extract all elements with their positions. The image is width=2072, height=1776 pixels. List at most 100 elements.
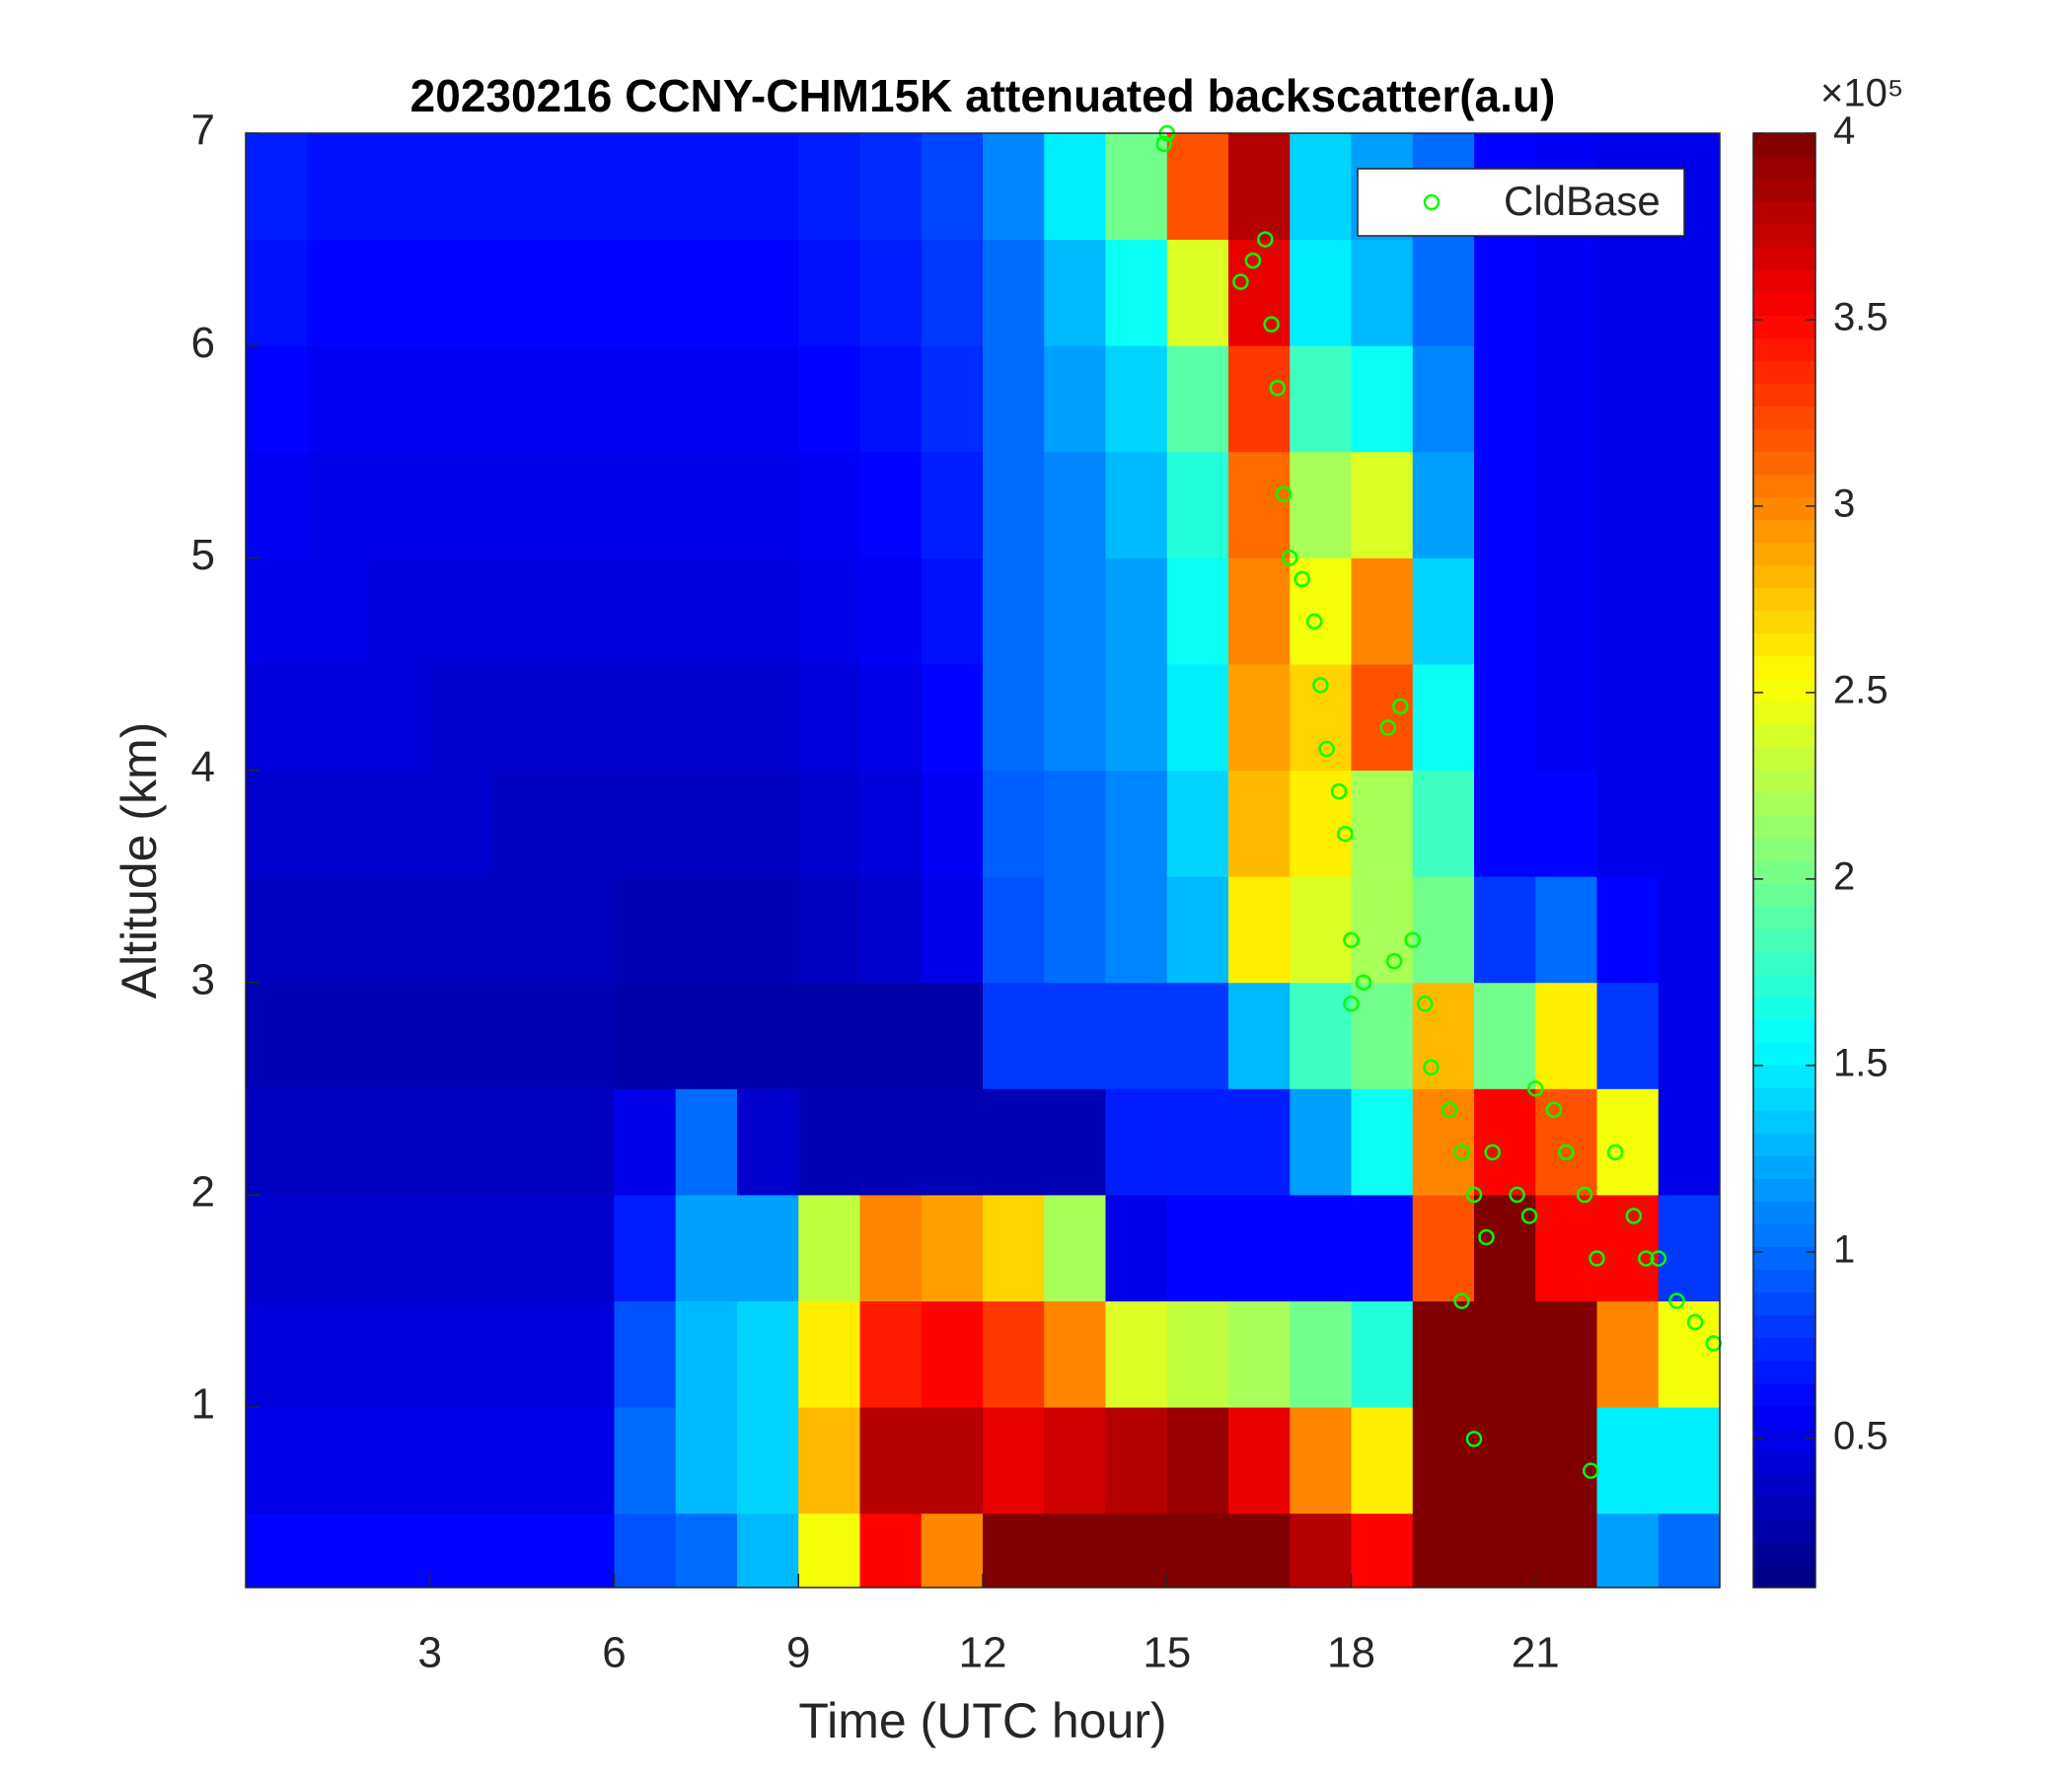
legend-marker <box>1423 193 1441 211</box>
heatmap-cell <box>491 663 554 772</box>
heatmap-cell <box>307 1407 369 1515</box>
cloud-base-point <box>1318 740 1335 758</box>
heatmap-cell <box>921 345 984 453</box>
colorbar-step <box>1753 974 1815 998</box>
heatmap-cell <box>798 345 860 453</box>
heatmap-cell <box>614 133 677 241</box>
heatmap-cell <box>307 663 369 772</box>
heatmap-cell <box>737 876 799 984</box>
heatmap-cell <box>1412 1513 1475 1589</box>
heatmap-cell <box>675 876 738 984</box>
colorbar-step <box>1753 269 1815 293</box>
heatmap-cell <box>737 451 799 558</box>
heatmap-cell <box>614 876 677 984</box>
heatmap-cell <box>921 451 984 558</box>
heatmap-cell <box>1535 770 1597 877</box>
heatmap-cell <box>1412 876 1475 984</box>
heatmap-cell <box>1166 239 1229 346</box>
colorbar-step <box>1753 247 1815 270</box>
heatmap-cell <box>368 663 431 772</box>
heatmap-cell <box>307 133 369 241</box>
colorbar-step <box>1753 1201 1815 1224</box>
heatmap-cell <box>1658 982 1721 1089</box>
colorbar-step <box>1753 451 1815 475</box>
heatmap-cell <box>737 239 799 346</box>
colorbar-exponent: ×10⁵ <box>1820 72 1903 115</box>
heatmap-cell <box>368 982 431 1089</box>
heatmap-cell <box>1166 557 1229 665</box>
heatmap-cell <box>1351 451 1414 558</box>
colorbar-step <box>1753 1450 1815 1475</box>
heatmap-cell <box>368 1088 431 1196</box>
cloud-base-point <box>1244 252 1262 269</box>
heatmap-cell <box>675 1513 738 1589</box>
heatmap-cell <box>553 133 615 241</box>
heatmap-cell <box>1228 1194 1291 1302</box>
heatmap-cell <box>429 133 492 241</box>
colorbar-step <box>1753 791 1815 816</box>
heatmap-cell <box>1412 663 1475 772</box>
heatmap-cell <box>1596 876 1660 984</box>
heatmap-cell <box>307 770 369 877</box>
colorbar-tick-label: 1 <box>1833 1227 1855 1271</box>
heatmap-cell <box>553 876 615 984</box>
colorbar-step <box>1753 1496 1815 1520</box>
heatmap-cell <box>246 1300 308 1408</box>
colorbar-tick-label: 4 <box>1833 110 1855 153</box>
x-tick-label: 12 <box>959 1629 1007 1677</box>
heatmap-cell <box>368 345 431 453</box>
heatmap-cell <box>1474 557 1536 665</box>
heatmap-cell <box>1044 982 1106 1089</box>
colorbar-step <box>1753 1042 1815 1066</box>
colorbar-step <box>1753 519 1815 544</box>
cloud-base-point <box>1423 1059 1440 1076</box>
heatmap-cell <box>1044 133 1106 241</box>
heatmap-cell <box>1044 1513 1106 1589</box>
colorbar-step <box>1753 746 1815 771</box>
heatmap-cell <box>1290 345 1352 453</box>
colorbar-step <box>1753 428 1815 452</box>
heatmap-cell <box>1596 1088 1660 1196</box>
colorbar-tick-label: 1.5 <box>1833 1041 1888 1084</box>
heatmap-cell <box>307 451 369 558</box>
heatmap-cell <box>1596 663 1660 772</box>
heatmap-cell <box>737 663 799 772</box>
heatmap-cell <box>983 1088 1045 1196</box>
heatmap-cell <box>1658 663 1721 772</box>
heatmap-cell <box>491 1194 554 1302</box>
heatmap-cell <box>859 345 923 453</box>
cloud-base-point <box>1509 1186 1525 1204</box>
colorbar-step <box>1753 1246 1815 1271</box>
heatmap-cell <box>1105 1407 1168 1515</box>
heatmap-cell <box>1596 1407 1660 1515</box>
cloud-base-point <box>1355 974 1372 991</box>
colorbar-step <box>1753 542 1815 566</box>
heatmap-cell <box>429 345 492 453</box>
heatmap-cell <box>737 1513 799 1589</box>
heatmap-cell <box>1535 982 1597 1089</box>
colorbar-tick-label: 3.5 <box>1833 296 1888 339</box>
heatmap-cell <box>368 1407 431 1515</box>
heatmap-cell <box>1658 557 1721 665</box>
heatmap-cell <box>553 1300 615 1408</box>
cloud-base-point <box>1275 485 1293 503</box>
heatmap-cell <box>368 557 431 665</box>
heatmap-cell <box>1351 663 1414 772</box>
colorbar-step <box>1753 1292 1815 1316</box>
heatmap-cell <box>1166 1300 1229 1408</box>
colorbar-step <box>1753 587 1815 612</box>
cloud-base-point <box>1379 719 1397 736</box>
y-tick-label: 4 <box>191 743 215 791</box>
heatmap-cell <box>1166 1407 1229 1515</box>
heatmap-cell <box>1105 770 1168 877</box>
cloud-base-point <box>1269 379 1287 397</box>
heatmap-cell <box>921 1407 984 1515</box>
heatmap-cell <box>983 982 1045 1089</box>
heatmap-cell <box>1351 1194 1414 1302</box>
y-tick-label: 1 <box>191 1380 215 1429</box>
heatmap-cell <box>614 663 677 772</box>
heatmap-cell <box>1596 1513 1660 1589</box>
heatmap-cell <box>1105 345 1168 453</box>
heatmap-cell <box>1228 239 1291 346</box>
colorbar-step <box>1753 1428 1815 1452</box>
